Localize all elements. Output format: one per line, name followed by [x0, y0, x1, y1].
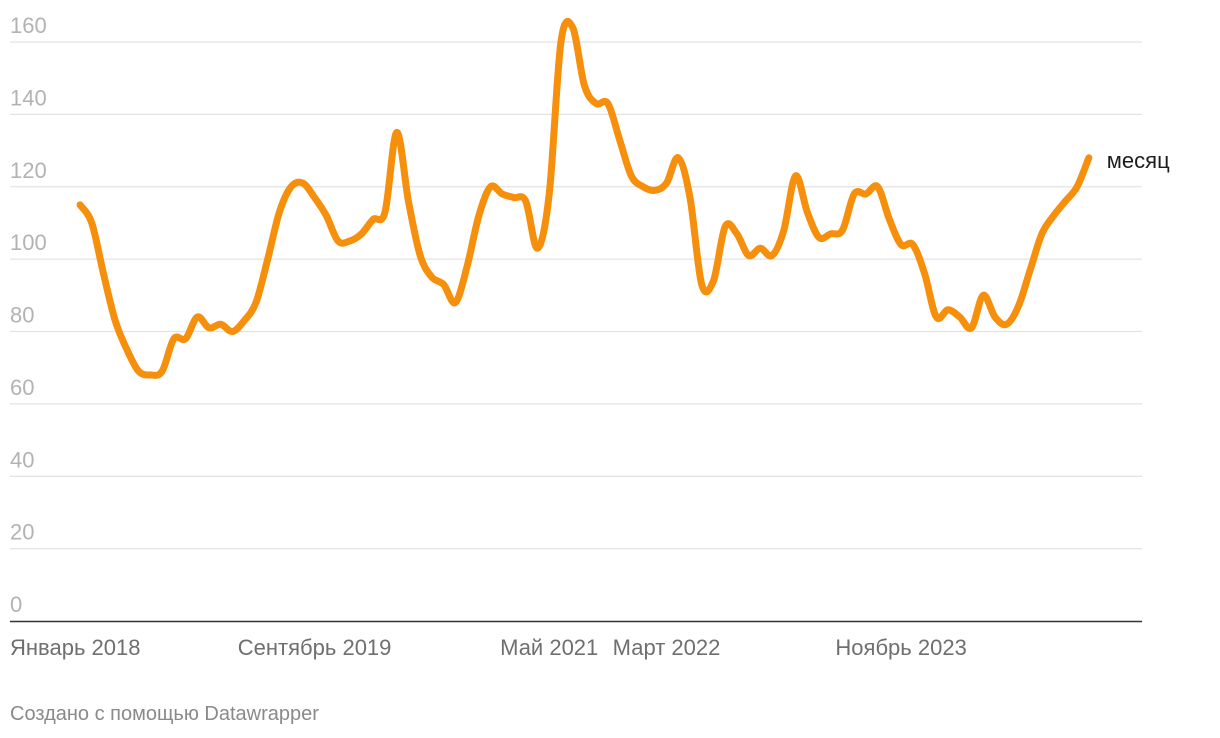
- footer-credit: Создано с помощью Datawrapper: [10, 703, 319, 725]
- gridlines: [10, 41, 1142, 550]
- y-tick-label: 20: [10, 520, 34, 545]
- y-tick-label: 160: [10, 13, 47, 38]
- x-tick-label: Январь 2018: [10, 635, 140, 660]
- x-tick-label: Май 2021: [500, 635, 598, 660]
- x-axis-ticks: Январь 2018 Сентябрь 2019 Май 2021 Март 202…: [10, 635, 967, 660]
- series-label: месяц: [1107, 148, 1170, 173]
- y-tick-label: 100: [10, 230, 47, 255]
- y-tick-label: 80: [10, 303, 34, 328]
- y-tick-label: 0: [10, 592, 22, 617]
- y-tick-label: 140: [10, 85, 47, 110]
- y-axis-ticks: 0 20 40 60 80 100 120 140 160: [10, 13, 47, 617]
- x-tick-label: Ноябрь 2023: [835, 635, 966, 660]
- series-line: [76, 18, 1093, 379]
- x-tick-label: Март 2022: [613, 635, 721, 660]
- line-chart: 0 20 40 60 80 100 120 140 160 Январь 2018 Сентябр…: [10, 13, 1170, 660]
- x-tick-label: Сентябрь 2019: [238, 635, 392, 660]
- y-tick-label: 40: [10, 447, 34, 472]
- y-tick-label: 120: [10, 158, 47, 183]
- y-tick-label: 60: [10, 375, 34, 400]
- series-layer: месяц: [76, 18, 1170, 379]
